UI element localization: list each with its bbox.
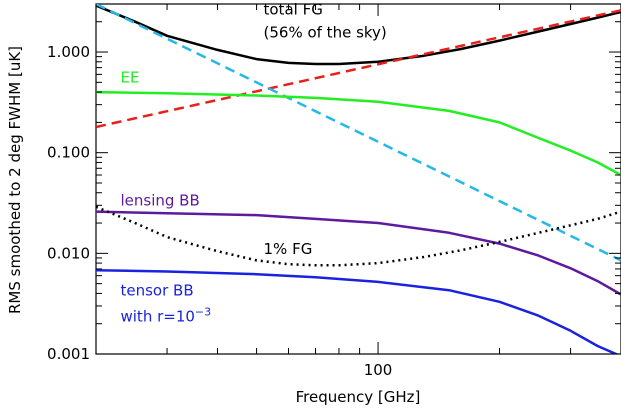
- annotations-layer: total FG (56% of the sky) EE lensing BB 1% F…: [121, 1, 387, 326]
- series-line-total_fg: [96, 4, 621, 66]
- series-layer: [96, 4, 621, 354]
- annotation-total_fg_1: total FG: [264, 1, 323, 19]
- x-axis-title: Frequency [GHz]: [296, 388, 421, 406]
- ticks-layer: 0.001 0.010 0.100 1.000 100: [47, 4, 621, 379]
- y-axis-title: RMS smoothed to 2 deg FWHM [uK]: [6, 46, 24, 314]
- y-tick-label: 0.001: [47, 345, 90, 363]
- annotation-one_pct: 1% FG: [264, 240, 313, 258]
- annotation-lensing: lensing BB: [121, 191, 200, 209]
- x-tick-label: 100: [364, 361, 393, 379]
- series-line-dust: [96, 4, 621, 262]
- annotation-tensor_2: with r=10−3: [121, 306, 212, 326]
- series-line-lensing_bb: [96, 210, 621, 296]
- annotation-tensor_1: tensor BB: [121, 282, 194, 300]
- y-tick-label: 0.010: [47, 244, 90, 262]
- series-line-ee: [96, 90, 621, 177]
- annotation-ee: EE: [121, 68, 140, 86]
- y-tick-label: 1.000: [47, 43, 90, 61]
- y-tick-label: 0.100: [47, 144, 90, 162]
- series-line-one_pct_fg: [96, 205, 621, 267]
- series-line-sync: [96, 9, 621, 129]
- series-line-tensor_bb: [96, 268, 620, 354]
- annotation-total_fg_2: (56% of the sky): [264, 23, 387, 41]
- plot-frame: [95, 3, 621, 355]
